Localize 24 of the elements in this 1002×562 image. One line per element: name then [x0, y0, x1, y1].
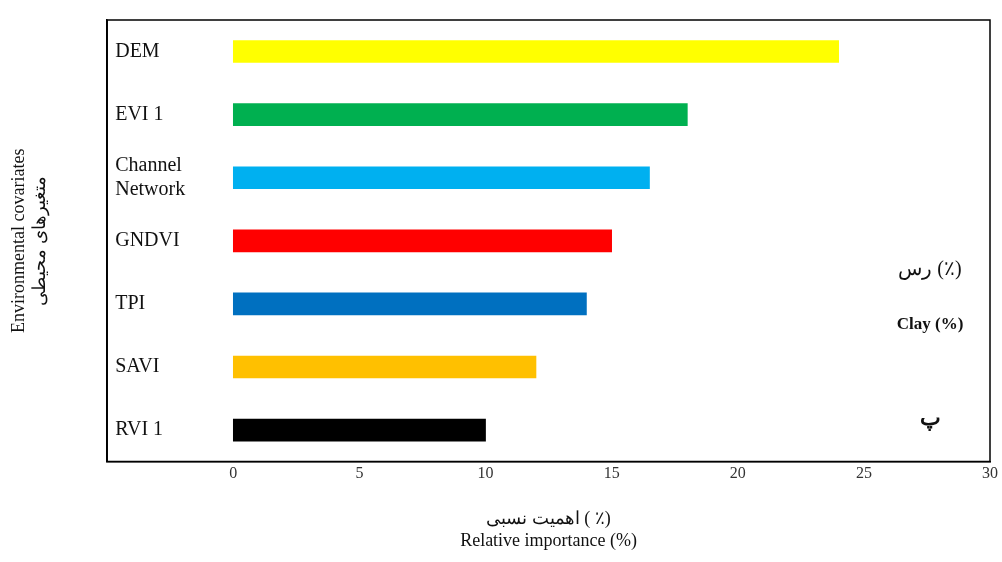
x-tick-label: 30 — [982, 464, 998, 482]
annotation: رس (٪) — [898, 256, 962, 280]
bar — [232, 229, 612, 253]
bar — [232, 292, 587, 316]
y-tick-label: SAVI — [115, 354, 160, 377]
x-tick-label: 15 — [603, 464, 620, 482]
bar — [232, 103, 688, 126]
y-tick-label: GNDVI — [115, 228, 180, 251]
y-tick-label: Channel Network — [115, 152, 186, 199]
bar — [232, 40, 839, 63]
x-tick-label: 25 — [855, 464, 872, 482]
y-tick-label: RVI 1 — [115, 417, 164, 440]
x-tick-label: 5 — [355, 464, 364, 482]
x-tick-label: 10 — [477, 464, 494, 482]
y-tick-label: EVI 1 — [115, 101, 164, 124]
bar — [232, 418, 486, 442]
annotation: Clay (%) — [896, 314, 964, 334]
bar — [232, 355, 537, 379]
x-tick-label: 0 — [229, 464, 238, 482]
y-tick-label: TPI — [115, 291, 146, 314]
x-tick-label: 20 — [729, 464, 746, 482]
bar — [232, 166, 650, 190]
y-tick-label: DEM — [115, 38, 160, 61]
annotation: پ — [919, 405, 941, 433]
